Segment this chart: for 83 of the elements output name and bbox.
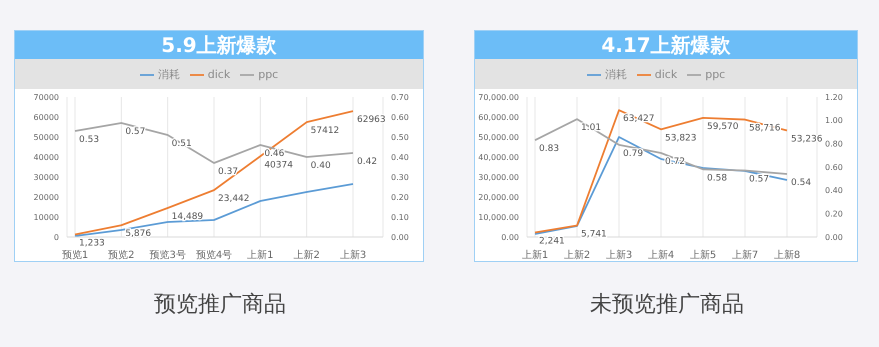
y2-tick-label: 0.20 (391, 192, 409, 202)
data-label: 40374 (264, 160, 294, 170)
x-tick-label: 上新2 (293, 249, 320, 262)
data-label: 0.58 (707, 173, 728, 184)
x-tick-label: 上新8 (774, 249, 800, 262)
legend-label: dick (208, 68, 230, 81)
x-tick-label: 预览1 (62, 249, 88, 262)
data-label: 14,489 (172, 212, 204, 222)
legend-label: ppc (258, 68, 278, 81)
y-tick-label: 40,000.00 (478, 152, 519, 162)
y2-tick-label: 0.50 (391, 132, 409, 142)
data-label: 58,716 (749, 124, 781, 134)
y-tick-label: 0 (54, 232, 59, 242)
y-tick-label: 20,000.00 (478, 192, 519, 202)
data-label: 0.83 (539, 144, 560, 154)
legend-label: 消耗 (158, 68, 180, 81)
legend-label: 消耗 (604, 68, 627, 81)
y-tick-label: 30,000.00 (478, 172, 519, 182)
chart-title: 5.9上新爆款 (15, 31, 423, 59)
y2-tick-label: 0.20 (825, 210, 843, 219)
y2-tick-label: 0.00 (825, 232, 843, 242)
data-label: 2,241 (539, 236, 565, 247)
line-series (74, 183, 354, 237)
data-label: 57412 (310, 126, 340, 136)
y2-tick-label: 0.60 (391, 112, 409, 122)
data-label: 62963 (357, 115, 386, 126)
x-tick-label: 上新1 (247, 249, 274, 262)
y2-tick-label: 0.40 (391, 152, 409, 162)
y-tick-label: 10000 (34, 212, 59, 222)
x-tick-label: 上新2 (564, 249, 590, 262)
y2-tick-label: 1.20 (825, 92, 843, 102)
y-tick-label: 70000 (34, 92, 59, 102)
y2-tick-label: 0.60 (825, 162, 843, 172)
y2-tick-label: 1.00 (825, 116, 843, 126)
data-label: 0.51 (172, 139, 192, 149)
x-tick-label: 上新1 (522, 249, 548, 262)
legend-label: dick (654, 68, 678, 81)
data-label: 1.01 (581, 123, 602, 134)
data-label: 0.54 (791, 178, 812, 188)
data-label: 1,233 (79, 238, 105, 249)
y-tick-label: 30000 (34, 172, 59, 182)
data-label: 5,741 (581, 230, 607, 240)
y2-tick-label: 0.30 (391, 172, 409, 182)
x-tick-label: 预览4号 (196, 249, 232, 262)
y2-tick-label: 0.80 (825, 140, 843, 149)
x-tick-label: 上新3 (340, 249, 366, 262)
x-tick-label: 预览3号 (149, 249, 186, 262)
data-label: 0.37 (218, 167, 238, 177)
data-label: 0.57 (125, 127, 146, 137)
y-tick-label: 50,000.00 (478, 132, 519, 142)
data-label: 53,236 (791, 134, 823, 145)
line-series (74, 110, 354, 236)
data-label: 0.46 (264, 149, 285, 159)
x-tick-label: 上新3 (606, 249, 632, 262)
legend-label: ppc (705, 68, 726, 81)
y2-tick-label: 0.00 (391, 232, 409, 242)
x-tick-label: 预览2 (108, 249, 135, 262)
data-label: 0.53 (79, 135, 100, 145)
data-label: 0.79 (623, 148, 644, 159)
y2-tick-label: 0.10 (391, 212, 409, 222)
text: 未预览推广商品 (589, 291, 745, 319)
data-label: 0.42 (357, 157, 378, 167)
x-tick-label: 上新4 (648, 249, 674, 262)
y-tick-label: 10,000.00 (478, 212, 519, 222)
y-tick-label: 60000 (34, 112, 59, 122)
data-label: 23,442 (218, 194, 250, 204)
y-tick-label: 60,000.00 (478, 112, 519, 122)
y-tick-label: 0.00 (501, 232, 519, 242)
data-label: 5,876 (125, 229, 152, 240)
y2-tick-label: 0.40 (825, 186, 843, 196)
text: 预览推广商品 (153, 291, 287, 319)
y2-tick-label: 0.70 (391, 92, 409, 102)
data-label: 0.57 (749, 174, 770, 184)
data-label: 0.40 (310, 161, 331, 171)
data-label: 53,823 (665, 133, 696, 144)
x-tick-label: 上新5 (690, 249, 716, 262)
y-tick-label: 40000 (34, 152, 59, 162)
y-tick-label: 20000 (34, 192, 59, 202)
y-tick-label: 70,000.00 (478, 92, 519, 102)
chart-title: 4.17上新爆款 (475, 31, 857, 59)
x-tick-label: 上新7 (732, 249, 758, 262)
y-tick-label: 50000 (34, 132, 59, 142)
data-label: 59,570 (707, 122, 739, 132)
